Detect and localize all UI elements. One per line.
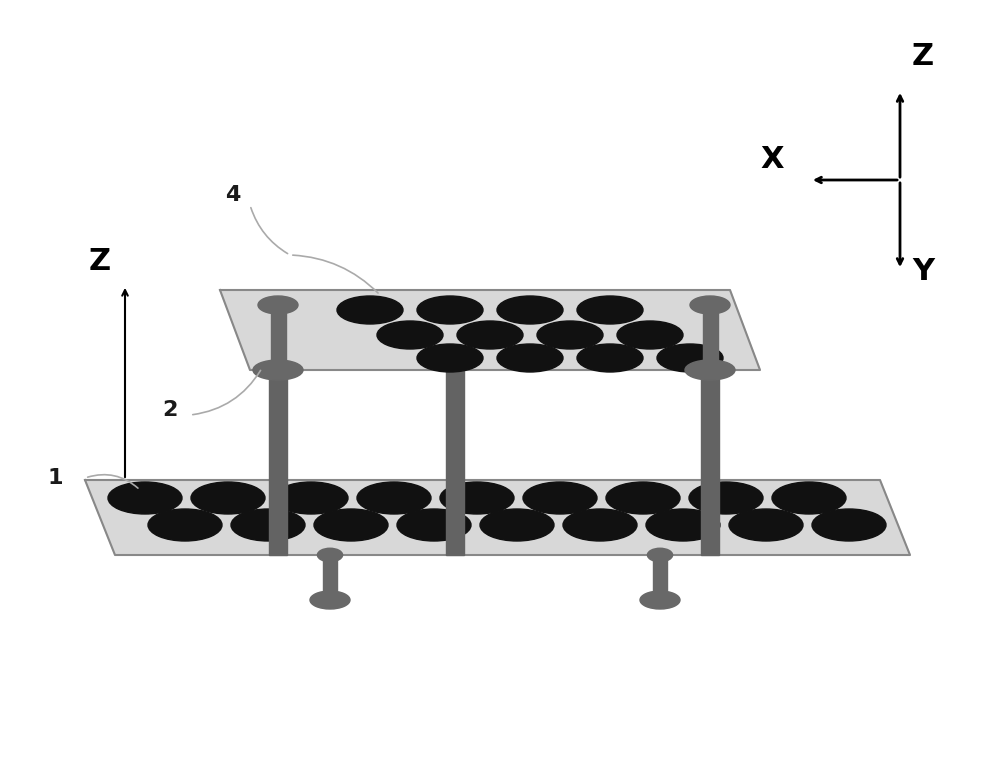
Ellipse shape [253, 360, 303, 380]
Ellipse shape [657, 344, 723, 372]
Ellipse shape [258, 296, 298, 314]
Ellipse shape [314, 509, 388, 541]
Text: Z: Z [89, 247, 111, 276]
Ellipse shape [440, 482, 514, 514]
Bar [701, 290, 719, 555]
Ellipse shape [417, 296, 483, 324]
Ellipse shape [377, 321, 443, 349]
Ellipse shape [337, 296, 403, 324]
Ellipse shape [523, 482, 597, 514]
Ellipse shape [148, 509, 222, 541]
Bar [446, 290, 464, 555]
Ellipse shape [729, 509, 803, 541]
Ellipse shape [577, 344, 643, 372]
Ellipse shape [690, 296, 730, 314]
Text: 2: 2 [162, 400, 178, 420]
Ellipse shape [812, 509, 886, 541]
Ellipse shape [647, 548, 673, 562]
Ellipse shape [457, 321, 523, 349]
Ellipse shape [417, 344, 483, 372]
Ellipse shape [497, 344, 563, 372]
Bar [702, 305, 718, 370]
Ellipse shape [357, 482, 431, 514]
Text: Z: Z [912, 42, 934, 71]
Text: 1: 1 [47, 468, 63, 488]
Polygon shape [85, 480, 910, 555]
Ellipse shape [108, 482, 182, 514]
Ellipse shape [606, 482, 680, 514]
Polygon shape [220, 290, 760, 370]
Ellipse shape [646, 509, 720, 541]
Ellipse shape [317, 548, 343, 562]
Ellipse shape [772, 482, 846, 514]
Ellipse shape [497, 296, 563, 324]
Ellipse shape [640, 591, 680, 609]
Bar [269, 290, 287, 555]
Bar [323, 555, 337, 600]
Ellipse shape [191, 482, 265, 514]
Ellipse shape [577, 296, 643, 324]
Ellipse shape [685, 360, 735, 380]
Bar [653, 555, 667, 600]
Ellipse shape [563, 509, 637, 541]
Text: X: X [760, 145, 784, 174]
Ellipse shape [231, 509, 305, 541]
Ellipse shape [689, 482, 763, 514]
Ellipse shape [310, 591, 350, 609]
Bar [270, 305, 286, 370]
Ellipse shape [274, 482, 348, 514]
Text: Y: Y [912, 257, 934, 286]
Text: 4: 4 [225, 185, 241, 205]
Ellipse shape [617, 321, 683, 349]
Ellipse shape [397, 509, 471, 541]
Ellipse shape [537, 321, 603, 349]
Ellipse shape [480, 509, 554, 541]
